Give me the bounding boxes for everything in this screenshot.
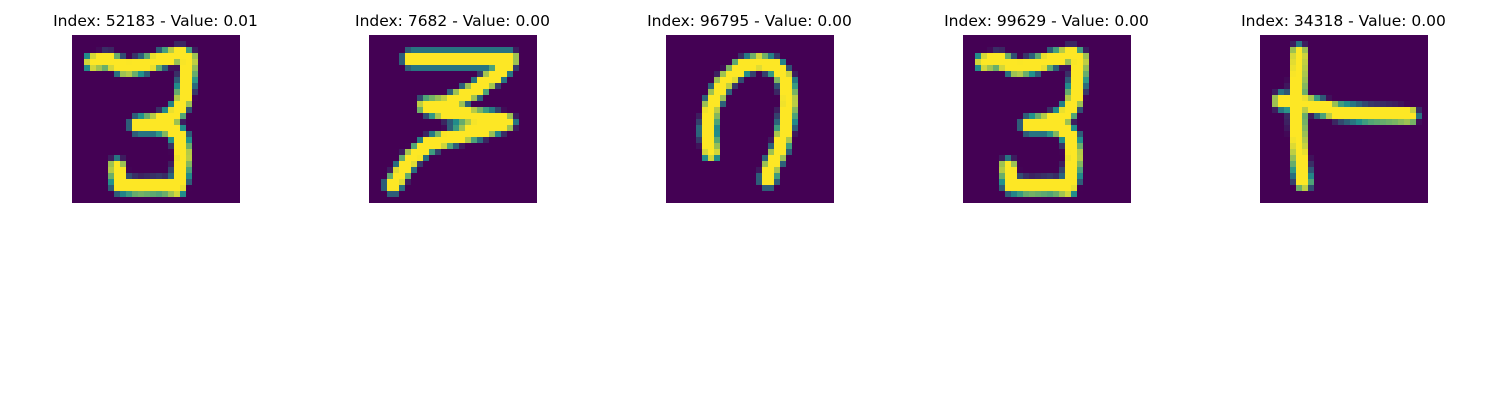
digit-image: [368, 35, 537, 203]
digit-panel-5: Index: 34318 - Value: 0.00: [1195, 0, 1492, 210]
digit-panel-4: Index: 99629 - Value: 0.00: [898, 0, 1195, 210]
panel-title: Index: 7682 - Value: 0.00: [355, 12, 550, 30]
panel-title: Index: 96795 - Value: 0.00: [647, 12, 852, 30]
digit-panel-1: Index: 52183 - Value: 0.01: [7, 0, 304, 210]
digit-image: [962, 35, 1131, 203]
digit-image: [71, 35, 240, 203]
panel-title: Index: 52183 - Value: 0.01: [53, 12, 258, 30]
panel-title: Index: 34318 - Value: 0.00: [1241, 12, 1446, 30]
panel-title: Index: 99629 - Value: 0.00: [944, 12, 1149, 30]
digit-panel-2: Index: 7682 - Value: 0.00: [304, 0, 601, 210]
digit-panel-3: Index: 96795 - Value: 0.00: [601, 0, 898, 210]
digit-image: [1259, 35, 1428, 203]
digit-image: [665, 35, 834, 203]
